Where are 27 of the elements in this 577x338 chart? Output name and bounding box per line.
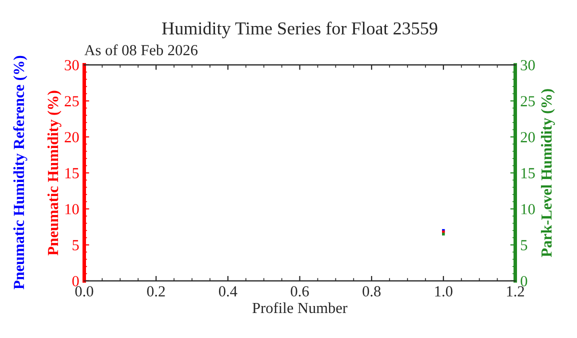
chart-title: Humidity Time Series for Float 23559 <box>162 22 438 38</box>
y-tick-label: 10 <box>65 204 79 214</box>
y2-tick-label: 5 <box>521 240 528 250</box>
x-tick-label: 1.0 <box>435 286 452 297</box>
x-tick-label: 0.8 <box>362 286 381 297</box>
chart-subtitle: As of 08 Feb 2026 <box>84 44 198 56</box>
x-tick-label: 0.4 <box>218 286 238 297</box>
y2-tick-label: 15 <box>521 168 535 178</box>
y2-tick-label: 20 <box>520 132 535 142</box>
y2-tick-label: 10 <box>521 204 535 214</box>
y-tick-label: 20 <box>64 132 79 142</box>
y2-tick-label: 0 <box>520 276 528 286</box>
x-tick-label: 0.6 <box>290 286 309 297</box>
y2-tick-label: 30 <box>520 60 535 70</box>
y-tick-label: 30 <box>64 60 79 70</box>
x-axis-title: Profile Number <box>252 302 348 314</box>
y2-tick-label: 25 <box>520 96 535 106</box>
y-tick-label: 15 <box>65 168 79 178</box>
x-tick-label: 1.2 <box>507 286 524 297</box>
x-tick-label: 0.2 <box>147 286 165 297</box>
y-tick-label: 25 <box>64 96 79 106</box>
y-axis-title: Pneumatic Humidity (%) <box>47 90 62 256</box>
x-tick-label: 0.0 <box>75 286 94 297</box>
y-tick-label: 5 <box>72 240 79 250</box>
y-tick-label: 0 <box>72 276 79 286</box>
y2-axis-title: Park-Level Humidity (%) <box>540 89 555 258</box>
text: Pneumatic Humidity Reference (%) <box>13 56 28 290</box>
